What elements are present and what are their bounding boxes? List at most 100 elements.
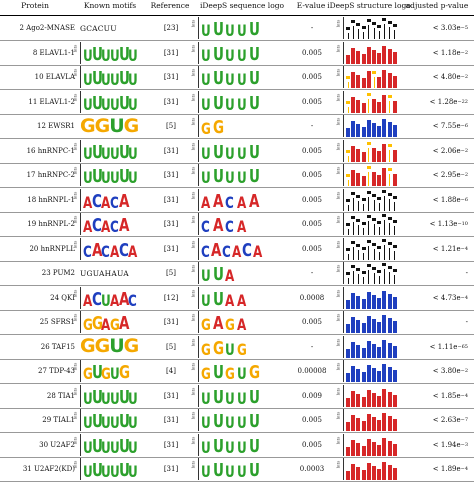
logo-letter: U bbox=[213, 460, 224, 481]
structure-bar bbox=[387, 416, 392, 431]
structure-bar-stem bbox=[368, 245, 370, 260]
protein-name: 25 SFRS1 bbox=[39, 318, 75, 326]
logo-letter: U bbox=[237, 168, 247, 187]
known-motif-logo: bits U U U U U U bbox=[72, 164, 139, 187]
logo-letter: G bbox=[101, 364, 111, 383]
evalue: 0.009 bbox=[301, 391, 323, 400]
logo-letter: U bbox=[225, 168, 235, 187]
pvalue-exponent: −2 bbox=[460, 368, 468, 374]
logo-letter: U bbox=[213, 166, 224, 187]
logo-axis-label: bits bbox=[190, 142, 196, 150]
structure-bar bbox=[377, 126, 382, 137]
logo-letter: U bbox=[201, 94, 211, 114]
logo-letter: U bbox=[83, 94, 93, 114]
structure-bar-stem bbox=[352, 271, 354, 284]
structure-bar bbox=[372, 49, 376, 64]
structure-bar bbox=[382, 263, 387, 284]
protein-name: 31 U2AF2(KD) bbox=[22, 465, 75, 473]
structure-bar-stem bbox=[368, 196, 370, 211]
logo-letter: U bbox=[225, 143, 235, 163]
logo-letter: G bbox=[94, 335, 111, 357]
structure-logo-cell: bits bbox=[335, 384, 398, 408]
structure-bar-stem bbox=[389, 149, 391, 162]
structure-bar bbox=[382, 45, 387, 64]
protein-name: 24 QKI bbox=[50, 293, 75, 302]
structure-bar bbox=[361, 151, 366, 162]
logo-letter: A bbox=[225, 290, 235, 310]
structure-bar-stem bbox=[352, 197, 354, 211]
table-row: 31 U2AF2(KD) bits U U U U U U [31] bits U U U U U 0.000… bbox=[0, 457, 474, 481]
logo-letter: U bbox=[213, 386, 224, 408]
structure-bar bbox=[392, 149, 397, 162]
structure-bar bbox=[351, 415, 356, 431]
structure-bar bbox=[377, 270, 382, 284]
reference: [31] bbox=[163, 440, 179, 449]
sequence-logo-cell: bits U U U U U bbox=[190, 16, 286, 40]
structure-logo: bits bbox=[335, 164, 398, 186]
structure-bar bbox=[351, 216, 356, 235]
logo-letter: U bbox=[109, 114, 124, 137]
sequence-logo: bits U U U U U bbox=[190, 458, 263, 481]
adjusted-pvalue: < 2.06e −2 bbox=[399, 139, 474, 163]
logo-letter: U bbox=[83, 70, 93, 89]
structure-bar bbox=[351, 170, 356, 186]
adjusted-pvalue: < 7.55e −6 bbox=[399, 114, 474, 138]
row-divider bbox=[0, 334, 474, 335]
structure-bar bbox=[372, 147, 376, 162]
structure-bar-stem bbox=[363, 32, 365, 39]
structure-bar-stem bbox=[373, 248, 375, 260]
structure-bar-stem bbox=[389, 174, 391, 186]
logo-letter: U bbox=[249, 68, 260, 89]
logo-letter: U bbox=[128, 143, 138, 163]
logo-letter: U bbox=[201, 290, 211, 310]
pvalue-base: - bbox=[465, 269, 468, 277]
structure-bar bbox=[351, 145, 356, 162]
structure-logo-cell: bits bbox=[335, 457, 398, 481]
logo-letter: U bbox=[128, 388, 138, 408]
sequence-logo-cell: bits U U U U U bbox=[190, 163, 286, 187]
logo-letter: U bbox=[213, 43, 224, 65]
pvalue-base: < 3.80e bbox=[432, 367, 461, 375]
structure-bar bbox=[356, 219, 361, 235]
adjusted-pvalue: < 3.80e −2 bbox=[399, 359, 474, 383]
structure-bar-stem bbox=[347, 33, 349, 39]
pvalue-base: < 4.73e bbox=[432, 293, 461, 302]
logo-letter: U bbox=[101, 45, 111, 65]
pvalue-exponent: −6 bbox=[460, 196, 468, 203]
structure-bar bbox=[377, 297, 382, 309]
structure-bar bbox=[361, 222, 366, 235]
known-motif: bits U U U U U U bbox=[72, 41, 140, 65]
structure-bar bbox=[346, 174, 350, 186]
structure-bar bbox=[372, 294, 376, 309]
logo-letter: C bbox=[101, 241, 110, 261]
logo-letter: U bbox=[213, 288, 224, 310]
logo-letter: U bbox=[225, 462, 235, 481]
structure-bar bbox=[366, 264, 371, 284]
structure-bar bbox=[387, 391, 392, 407]
adjusted-pvalue: - bbox=[399, 310, 474, 334]
structure-logo-cell: bits bbox=[335, 433, 398, 457]
structure-bar bbox=[382, 70, 387, 88]
logo-axis-label: bits bbox=[72, 436, 78, 444]
logo-letter: G bbox=[225, 364, 235, 383]
pvalue-exponent: −4 bbox=[460, 245, 468, 252]
structure-bar-stem bbox=[378, 202, 380, 211]
header-protein: Protein bbox=[21, 1, 49, 10]
structure-bar bbox=[366, 340, 371, 358]
pvalue-exponent: −2 bbox=[460, 172, 468, 178]
structure-bar bbox=[377, 196, 382, 211]
protein-name: 23 PUM2 bbox=[41, 269, 75, 277]
row-divider bbox=[0, 40, 474, 41]
evalue: 0.005 bbox=[301, 220, 323, 228]
structure-bar bbox=[392, 100, 397, 113]
sequence-logo: bits C A C A bbox=[190, 213, 251, 235]
logo-letter: U bbox=[101, 462, 111, 481]
logo-letter: U bbox=[128, 168, 138, 187]
logo-letter: U bbox=[213, 19, 224, 40]
table-row: 11 ELAVL1-2 bits U U U U U U [31] bits U U U U U 0.005 b… bbox=[0, 90, 474, 114]
structure-logo-cell: bits bbox=[335, 16, 398, 40]
structure-bar-stem bbox=[373, 28, 375, 39]
logo-axis-label: bits bbox=[335, 117, 341, 126]
logo-letter: A bbox=[92, 239, 103, 261]
sequence-logo-cell: bits A A C A A bbox=[190, 188, 286, 212]
